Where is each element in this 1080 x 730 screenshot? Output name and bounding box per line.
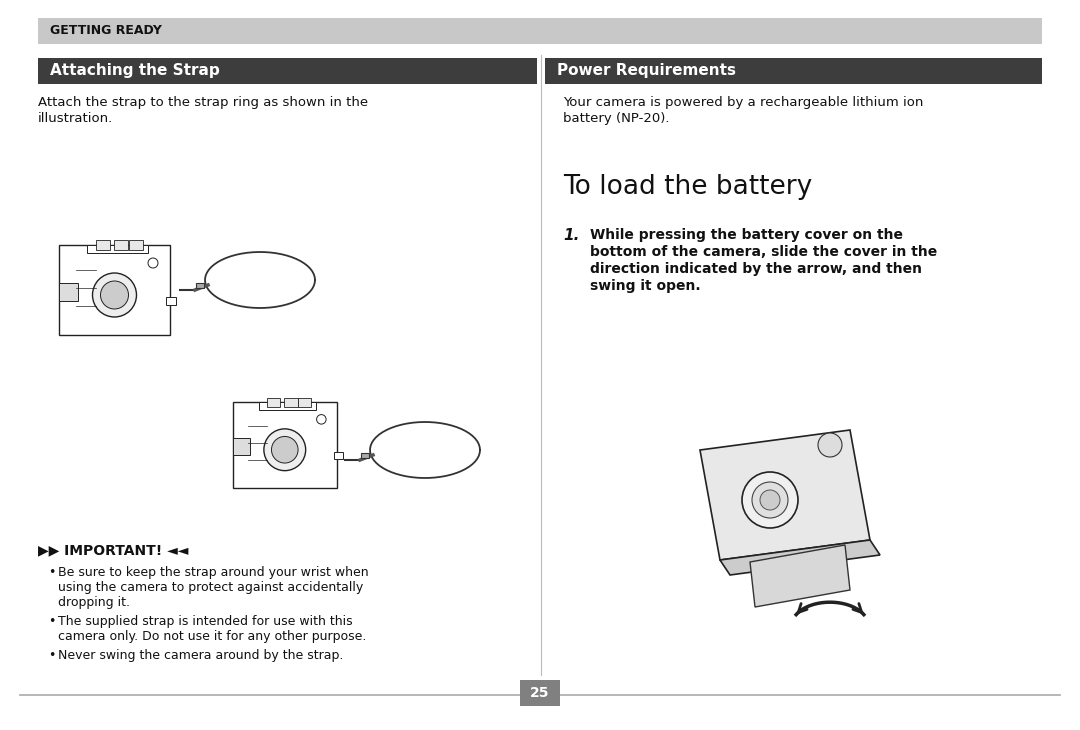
Circle shape — [264, 429, 306, 471]
Bar — [59, 245, 170, 335]
Circle shape — [760, 490, 780, 510]
Circle shape — [100, 281, 129, 309]
Text: camera only. Do not use it for any other purpose.: camera only. Do not use it for any other… — [58, 630, 366, 643]
Text: ▶▶ IMPORTANT! ◄◄: ▶▶ IMPORTANT! ◄◄ — [38, 543, 188, 557]
Text: The supplied strap is intended for use with this: The supplied strap is intended for use w… — [58, 615, 353, 628]
Polygon shape — [750, 545, 850, 607]
Bar — [59, 283, 78, 301]
Text: •: • — [48, 649, 55, 662]
Circle shape — [148, 258, 158, 268]
Text: 1.: 1. — [563, 228, 579, 243]
Bar — [519, 680, 561, 706]
Circle shape — [93, 273, 136, 317]
Bar — [95, 240, 109, 250]
Text: Be sure to keep the strap around your wrist when: Be sure to keep the strap around your wr… — [58, 566, 368, 579]
Text: Your camera is powered by a rechargeable lithium ion: Your camera is powered by a rechargeable… — [563, 96, 923, 109]
Bar — [334, 452, 343, 459]
Bar — [361, 453, 369, 458]
Text: Power Requirements: Power Requirements — [557, 64, 735, 79]
Text: 25: 25 — [530, 686, 550, 700]
Text: illustration.: illustration. — [38, 112, 113, 125]
Text: GETTING READY: GETTING READY — [50, 25, 162, 37]
Bar — [298, 398, 311, 407]
Bar — [258, 402, 316, 410]
Text: Attach the strap to the strap ring as shown in the: Attach the strap to the strap ring as sh… — [38, 96, 368, 109]
Bar — [267, 398, 280, 407]
Bar — [114, 240, 129, 250]
Polygon shape — [700, 430, 870, 560]
Bar — [195, 283, 204, 288]
Circle shape — [316, 415, 326, 424]
Text: Attaching the Strap: Attaching the Strap — [50, 64, 219, 79]
Bar — [38, 18, 1042, 44]
Text: battery (NP-20).: battery (NP-20). — [563, 112, 670, 125]
Text: dropping it.: dropping it. — [58, 596, 130, 609]
Text: using the camera to protect against accidentally: using the camera to protect against acci… — [58, 581, 363, 594]
Circle shape — [742, 472, 798, 528]
Text: Never swing the camera around by the strap.: Never swing the camera around by the str… — [58, 649, 343, 662]
Bar — [129, 240, 143, 250]
Bar — [545, 58, 1042, 84]
Polygon shape — [720, 540, 880, 575]
Bar — [166, 297, 176, 305]
Circle shape — [752, 482, 788, 518]
Bar — [38, 58, 537, 84]
Text: To load the battery: To load the battery — [563, 174, 812, 200]
Bar — [284, 398, 298, 407]
Bar — [87, 245, 148, 253]
Circle shape — [271, 437, 298, 463]
Circle shape — [818, 433, 842, 457]
Text: •: • — [48, 566, 55, 579]
Bar — [232, 438, 249, 456]
Bar — [232, 402, 337, 488]
Text: swing it open.: swing it open. — [590, 279, 701, 293]
Text: bottom of the camera, slide the cover in the: bottom of the camera, slide the cover in… — [590, 245, 937, 259]
Text: direction indicated by the arrow, and then: direction indicated by the arrow, and th… — [590, 262, 922, 276]
Text: While pressing the battery cover on the: While pressing the battery cover on the — [590, 228, 903, 242]
Text: •: • — [48, 615, 55, 628]
